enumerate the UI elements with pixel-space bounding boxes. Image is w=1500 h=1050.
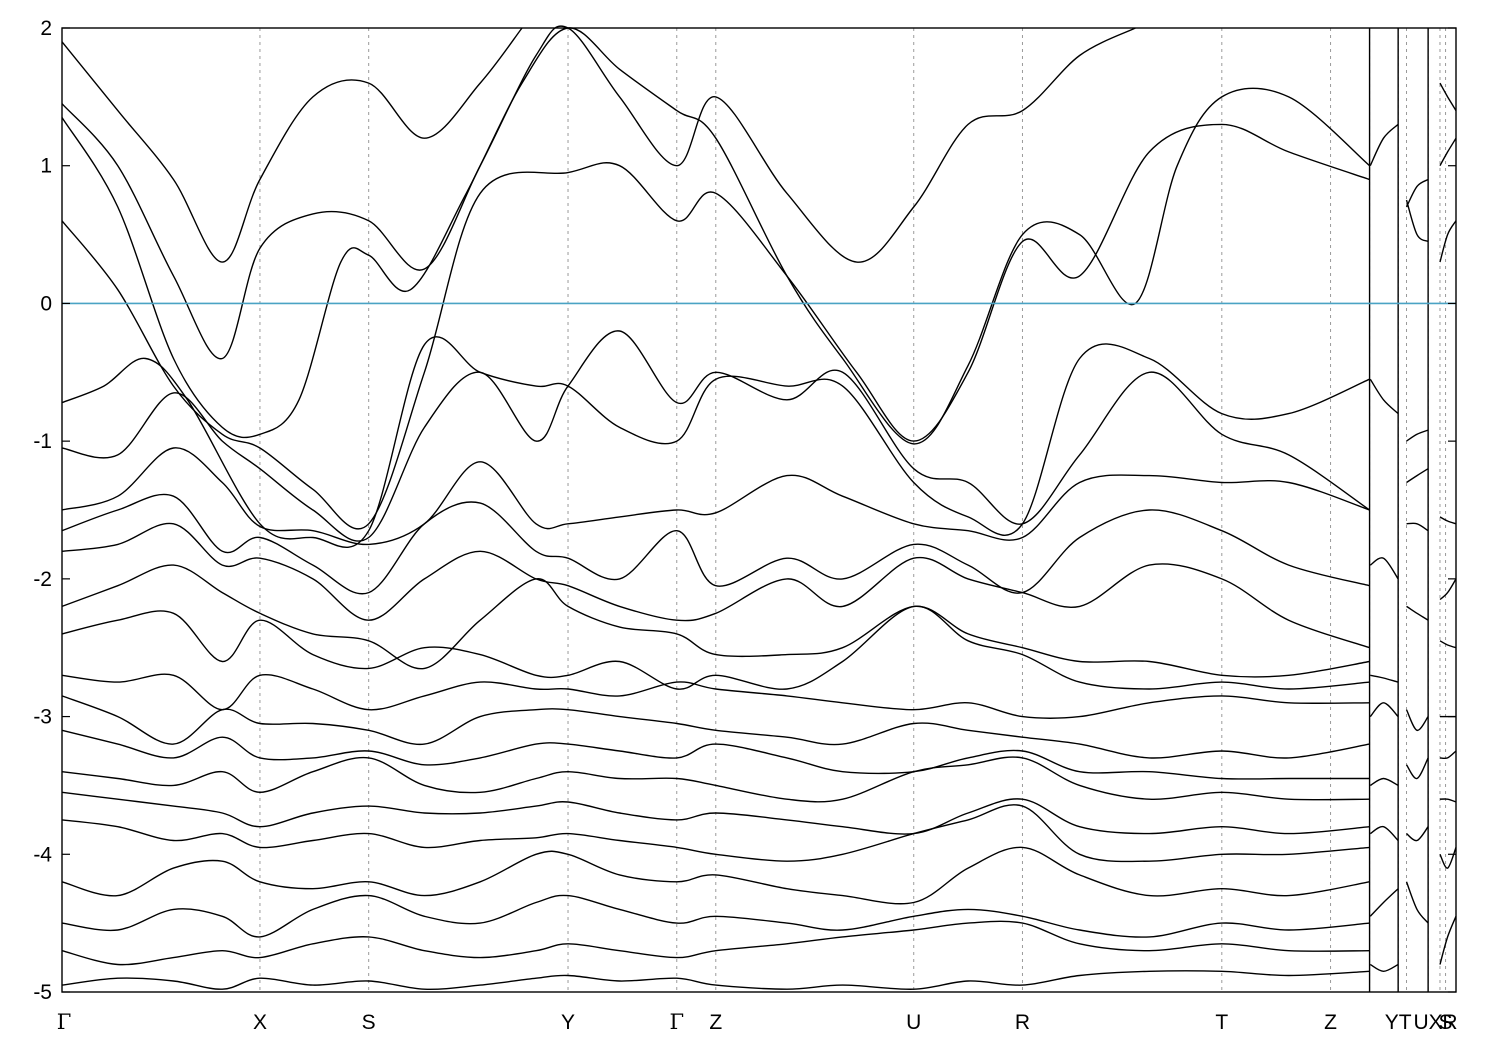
- band-line: [61, 756, 1370, 803]
- band-line: [61, 522, 1370, 649]
- x-tick-label: S: [362, 1011, 376, 1034]
- y-tick-label: 2: [40, 17, 52, 40]
- x-tick-label: UX: [1414, 1011, 1443, 1034]
- band-line: [61, 123, 1370, 530]
- band-line: [1439, 640, 1457, 649]
- band-line: [1406, 605, 1429, 621]
- band-line: [1405, 881, 1429, 924]
- band-line: [1370, 674, 1399, 683]
- band-line: [1405, 178, 1429, 208]
- band-line: [1406, 522, 1429, 532]
- x-tick-label: YT: [1385, 1011, 1412, 1034]
- x-tick-label: Z: [709, 1011, 722, 1034]
- band-line: [1439, 578, 1457, 601]
- x-tick-label: U: [906, 1011, 921, 1034]
- band-line: [61, 27, 523, 263]
- band-line: [1369, 963, 1399, 973]
- band-line: [61, 846, 1370, 905]
- y-tick-label: -2: [33, 568, 52, 591]
- band-line: [61, 970, 1370, 991]
- band-line: [61, 729, 1370, 780]
- band-line: [61, 25, 1136, 360]
- band-line: [61, 804, 1370, 863]
- band-line: [1369, 702, 1399, 718]
- y-tick-label: -5: [33, 981, 52, 1004]
- band-line: [1439, 82, 1457, 111]
- band-lines: [61, 25, 1457, 991]
- band-line: [1439, 916, 1457, 965]
- y-tick-label: -4: [33, 843, 52, 866]
- band-line: [61, 673, 1370, 720]
- band-line: [1439, 750, 1457, 760]
- band-line: [61, 27, 1371, 445]
- band-line: [1369, 378, 1399, 415]
- x-tick-label: R: [1442, 1011, 1457, 1034]
- y-axis-ticks: 2 1 0 -1 -2 -3 -4 -5: [33, 17, 1456, 1004]
- band-line: [1439, 798, 1457, 803]
- plot-frame: [61, 27, 1457, 993]
- y-tick-label: -3: [33, 706, 52, 729]
- band-line: [61, 330, 1370, 542]
- x-tick-label: Z: [1324, 1011, 1337, 1034]
- band-line: [61, 447, 1370, 546]
- y-tick-label: -1: [33, 430, 52, 453]
- band-line: [61, 605, 1370, 690]
- x-tick-label: S: [1439, 1011, 1453, 1034]
- band-line: [1369, 557, 1399, 580]
- band-line: [1369, 123, 1399, 167]
- x-tick-label: T: [1215, 1011, 1228, 1034]
- y-tick-label: 1: [40, 155, 52, 178]
- x-tick-label: Γ: [669, 1010, 684, 1034]
- x-tick-label: X: [253, 1011, 267, 1034]
- band-line: [1406, 468, 1429, 484]
- x-tick-label: Y: [561, 1011, 575, 1034]
- x-tick-label: R: [1015, 1011, 1030, 1034]
- band-line: [61, 791, 1370, 835]
- band-line: [1369, 888, 1399, 917]
- band-line: [61, 336, 1370, 549]
- band-line: [1439, 847, 1457, 869]
- band-line: [61, 695, 1370, 759]
- x-tick-label: Γ: [57, 1010, 72, 1034]
- band-line: [61, 564, 1370, 678]
- band-line: [1439, 516, 1457, 525]
- band-line: [1369, 825, 1399, 842]
- band-line: [1369, 777, 1399, 787]
- band-line: [61, 920, 1370, 966]
- band-line: [1406, 826, 1429, 842]
- y-tick-label: 0: [40, 292, 52, 315]
- band-line: [1405, 757, 1429, 780]
- band-line: [1405, 199, 1429, 243]
- band-line: [1405, 709, 1429, 731]
- band-line: [1439, 137, 1457, 167]
- band-line: [1439, 220, 1457, 263]
- band-line: [61, 894, 1370, 938]
- segment-gaps: [1368, 28, 1429, 992]
- band-line: [1406, 429, 1429, 442]
- band-line: [61, 493, 1370, 595]
